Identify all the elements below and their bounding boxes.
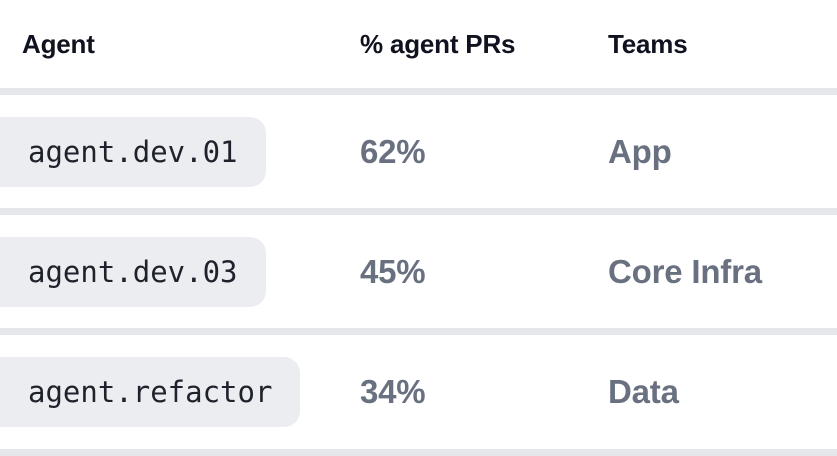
team-cell: Core Infra: [608, 253, 837, 291]
team-cell: App: [608, 133, 837, 171]
table-row: agent.dev.03 45% Core Infra: [0, 215, 837, 335]
agent-name-pill: agent.dev.01: [0, 116, 266, 187]
column-header-teams: Teams: [608, 28, 688, 59]
agent-name-pill: agent.dev.03: [0, 236, 266, 307]
column-header-agent: Agent: [22, 28, 95, 59]
agent-cell: agent.dev.01: [0, 116, 360, 187]
agent-name: agent.dev.03: [28, 254, 238, 289]
column-header-agent-prs: % agent PRs: [360, 28, 516, 59]
pct-cell: 45%: [360, 253, 608, 291]
team-name: Core Infra: [608, 252, 762, 290]
header-cell-pct: % agent PRs: [360, 29, 608, 60]
team-name: App: [608, 132, 672, 170]
pct-cell: 62%: [360, 133, 608, 171]
agent-cell: agent.dev.03: [0, 236, 360, 307]
agent-cell: agent.refactor: [0, 357, 360, 427]
pct-cell: 34%: [360, 373, 608, 411]
table-row: agent.dev.01 62% App: [0, 95, 837, 215]
agent-prs-value: 62%: [360, 132, 426, 170]
agent-name: agent.refactor: [28, 375, 273, 409]
team-cell: Data: [608, 373, 837, 411]
header-cell-agent: Agent: [0, 29, 360, 60]
table-row: agent.refactor 34% Data: [0, 335, 837, 456]
agent-name: agent.dev.01: [28, 134, 238, 169]
team-name: Data: [608, 373, 679, 410]
agent-prs-value: 34%: [360, 373, 426, 410]
agent-name-pill: agent.refactor: [0, 357, 301, 427]
header-cell-teams: Teams: [608, 29, 837, 60]
agent-prs-value: 45%: [360, 252, 426, 290]
table-header-row: Agent % agent PRs Teams: [0, 0, 837, 95]
